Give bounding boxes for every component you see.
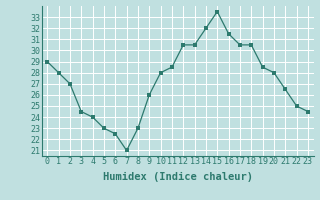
X-axis label: Humidex (Indice chaleur): Humidex (Indice chaleur) [103,172,252,182]
